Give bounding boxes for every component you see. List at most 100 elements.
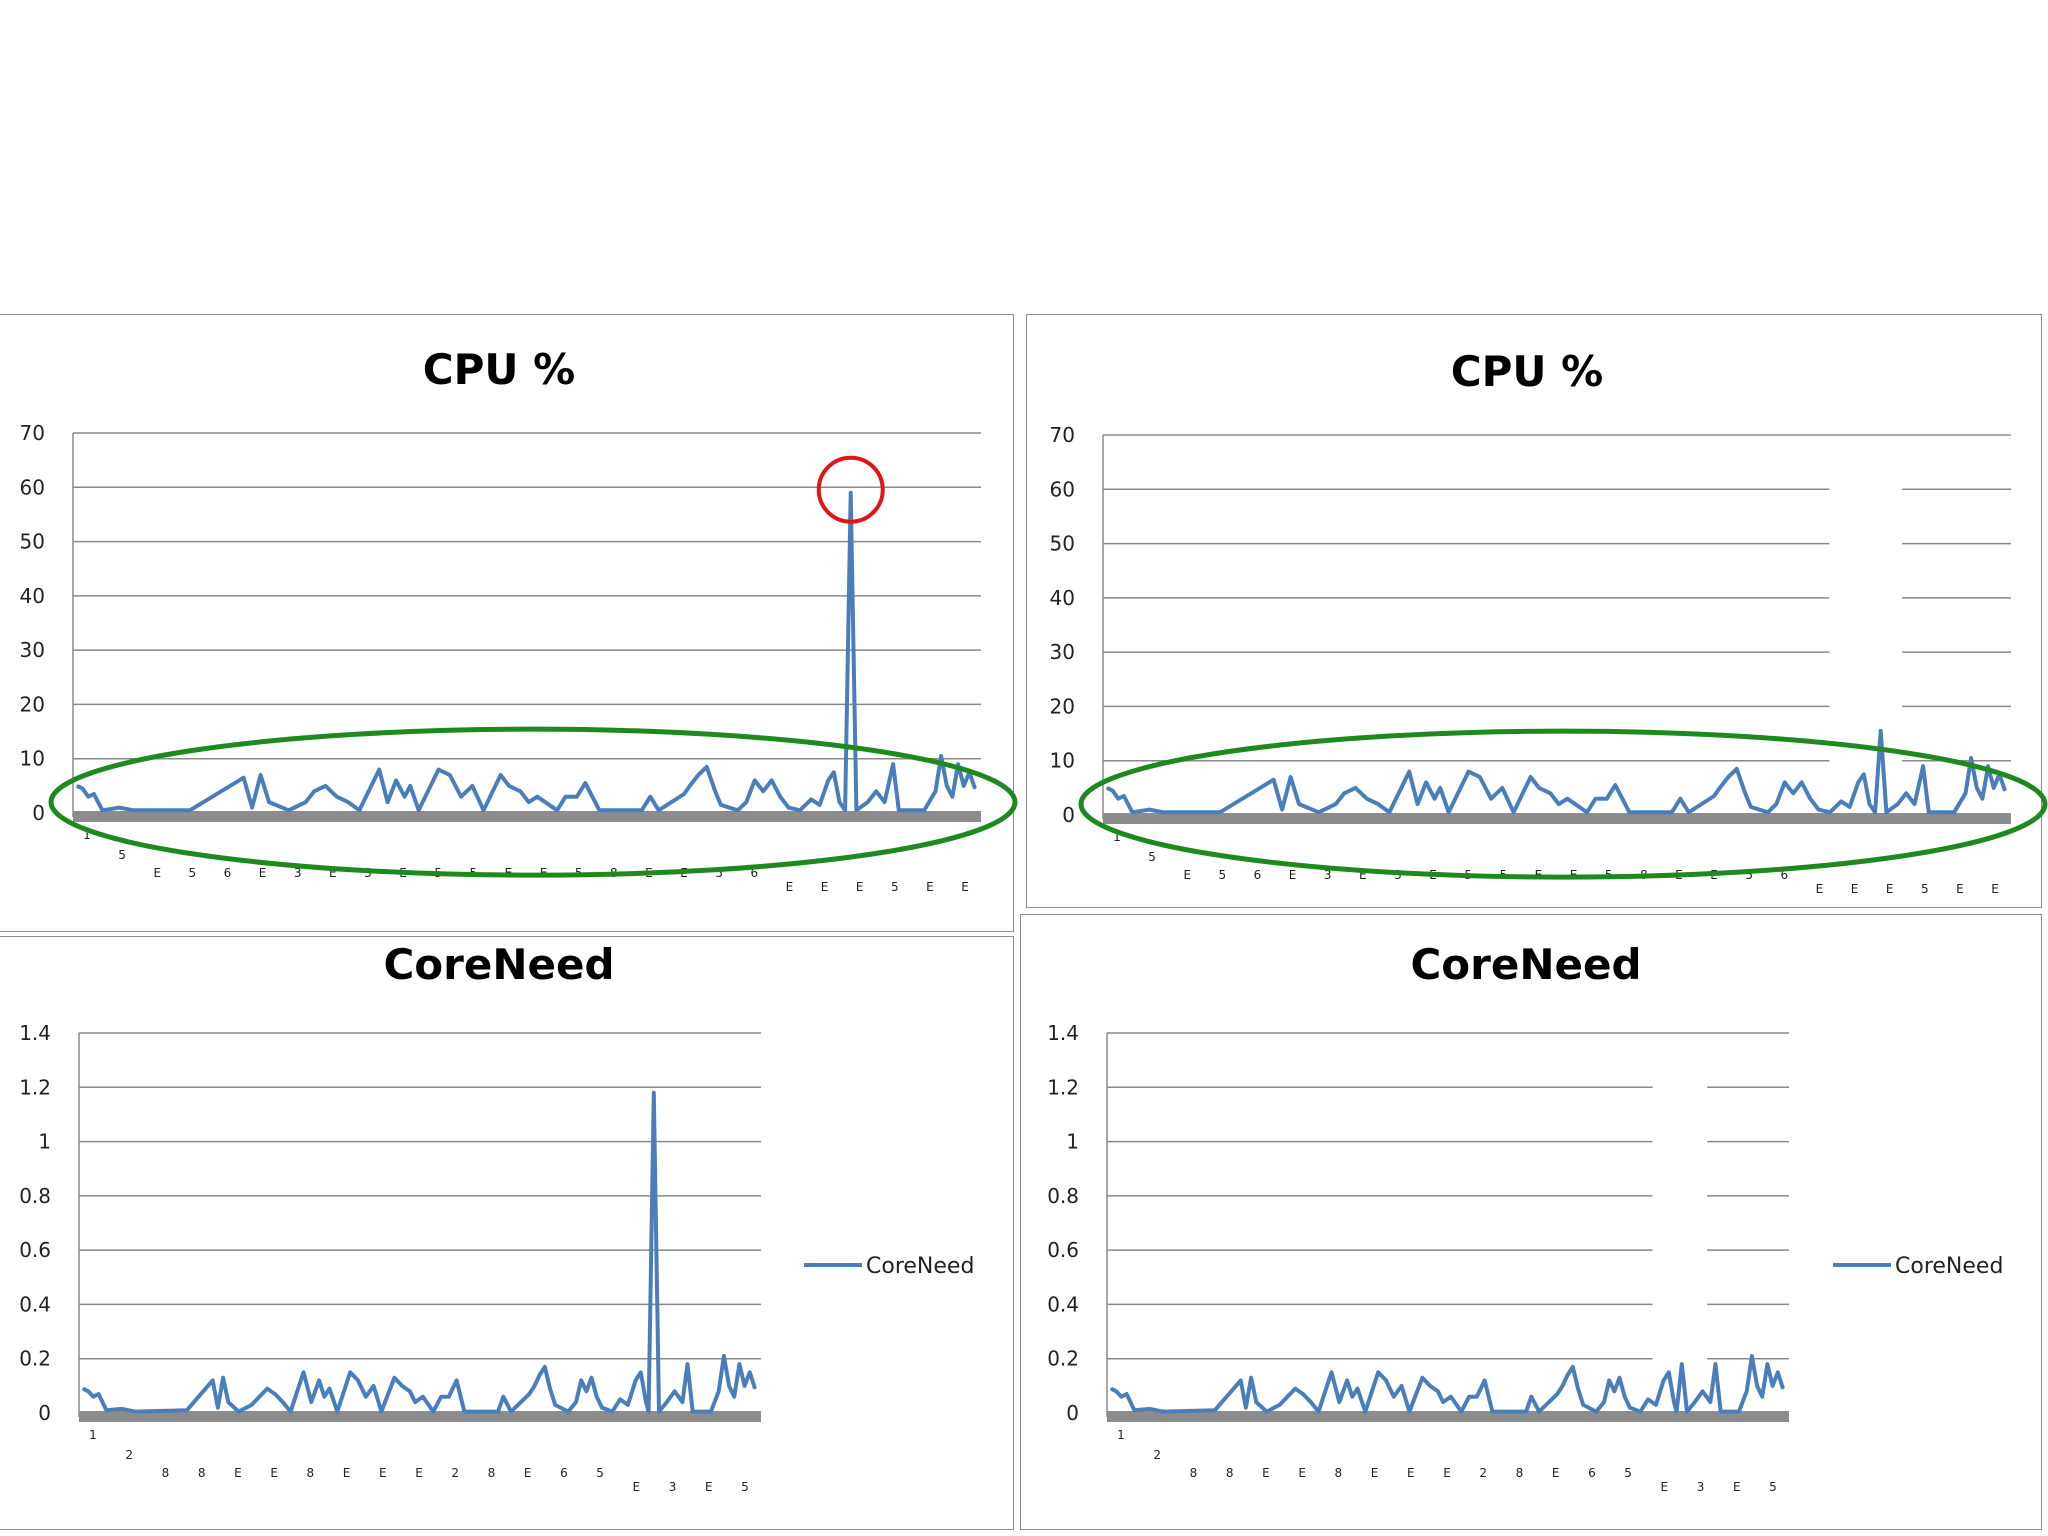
series-point — [266, 1387, 269, 1390]
series-point — [318, 1379, 320, 1382]
x-tick-label: E — [856, 880, 864, 894]
series-point — [1738, 1410, 1740, 1413]
y-tick-label: 40 — [1050, 586, 1075, 610]
series-point — [738, 1363, 741, 1365]
series-point — [1577, 1387, 1579, 1390]
series-point — [1905, 792, 1907, 795]
series-point — [584, 782, 587, 784]
series-point — [1450, 1395, 1452, 1398]
series-point — [1594, 797, 1597, 800]
series-point — [673, 1390, 676, 1393]
series-point — [1614, 784, 1617, 786]
series-point — [1970, 757, 1972, 759]
series-point — [1425, 781, 1427, 784]
x-tick-label: 6 — [1588, 1466, 1596, 1480]
x-tick-label: E — [415, 1466, 423, 1480]
series-point — [1885, 811, 1888, 814]
series-point — [533, 1385, 536, 1387]
x-tick-label: 8 — [1226, 1466, 1234, 1480]
series-point — [1125, 1393, 1128, 1395]
series-point — [1735, 768, 1738, 770]
series-point — [1408, 1410, 1411, 1413]
series-point — [403, 795, 406, 798]
series-point — [1286, 1395, 1289, 1398]
y-tick-label: 10 — [1050, 749, 1075, 773]
series-point — [1255, 1401, 1258, 1403]
x-tick-label: E — [821, 880, 829, 894]
x-tick-label: 2 — [1153, 1448, 1161, 1462]
series-point — [833, 771, 835, 774]
series-point — [723, 1355, 725, 1357]
chart-coreneed-right[interactable]: CoreNeed 0 0.2 0.4 0.6 0.8 1 1.2 1.4 1 2 8 8 E E 8 E E E 2… — [1020, 914, 2042, 1530]
series-point — [705, 766, 708, 768]
series-point — [720, 804, 722, 806]
series-point — [1694, 1401, 1696, 1403]
series-point — [634, 1379, 637, 1382]
x-tick-label: 5 — [715, 866, 723, 880]
chart-coreneed-left[interactable]: CoreNeed 0 0.2 0.4 0.6 0.8 1 1.2 1.4 1 2 8 8 E E 8 E E E 2… — [0, 936, 1014, 1530]
x-tick-label: E — [633, 1480, 641, 1494]
series-point — [251, 806, 253, 809]
y-tick-label: 70 — [1050, 423, 1075, 447]
series-point — [892, 763, 894, 765]
series-point — [1400, 1385, 1403, 1387]
series-point — [818, 804, 821, 806]
series-point — [1771, 1385, 1774, 1387]
series-point — [1868, 803, 1871, 805]
series-point — [211, 1379, 214, 1382]
y-tick-label: 30 — [20, 638, 45, 662]
series-point — [274, 1393, 276, 1395]
series-point — [508, 785, 510, 787]
series-point — [743, 1385, 746, 1387]
x-tick-label: E — [1289, 868, 1297, 882]
x-tick-label: 3 — [669, 1480, 677, 1494]
series-point — [1334, 803, 1337, 805]
series-point — [1529, 776, 1532, 778]
chart-title: CPU % — [1450, 347, 1604, 396]
series-point — [564, 795, 567, 798]
y-tick-label: 0 — [1062, 803, 1075, 827]
series-point — [595, 1395, 598, 1398]
series-point — [323, 1395, 326, 1398]
series-point — [1298, 803, 1300, 805]
series-line — [1106, 728, 2007, 815]
series-point — [1767, 811, 1769, 814]
series-point — [1675, 1410, 1678, 1413]
series-point — [499, 774, 502, 776]
x-tick-label: 8 — [1516, 1466, 1524, 1480]
series-point — [640, 1371, 642, 1374]
series-point — [580, 1379, 582, 1382]
series-point — [324, 785, 327, 787]
x-tick-label: E — [1851, 882, 1859, 896]
x-tick-label: 6 — [750, 866, 758, 880]
x-tick-label: 6 — [560, 1466, 568, 1480]
chart-cpu-right[interactable]: CPU % 0 10 20 30 40 50 60 70 1 5 E 5 6 E 3 E 3 E 5 5 E E 5 8 E E 5… — [1026, 314, 2048, 908]
series-point — [1668, 1371, 1670, 1374]
series-point — [380, 1410, 383, 1413]
series-point — [217, 1406, 219, 1409]
series-point — [1840, 800, 1842, 803]
y-tick-label: 0.4 — [1047, 1292, 1079, 1316]
series-point — [1603, 1401, 1605, 1403]
series-point — [409, 1390, 411, 1393]
series-point — [1131, 811, 1134, 814]
y-tick-label: 1.2 — [1047, 1075, 1079, 1099]
series-point — [1992, 787, 1995, 789]
series-point — [1613, 1390, 1616, 1393]
y-tick-label: 70 — [20, 421, 45, 445]
series-point — [1701, 1390, 1704, 1393]
series-point — [1408, 770, 1410, 773]
series-point — [455, 1379, 458, 1382]
series-point — [372, 1385, 375, 1387]
x-tick-label: E — [259, 866, 267, 880]
series-point — [1467, 770, 1470, 773]
chart-cpu-left[interactable]: CPU % 0 10 20 30 40 50 60 70 1 5 E 5 6 E 3 E 3 E 5 5 E E 5 8 E E 5… — [0, 314, 1018, 932]
series-point — [749, 1371, 751, 1374]
series-point — [686, 1363, 689, 1365]
y-tick-label: 0.2 — [19, 1347, 51, 1371]
series-point — [737, 809, 739, 812]
x-tick-label: 5 — [1921, 882, 1929, 896]
series-point — [401, 1385, 403, 1387]
series-point — [482, 809, 485, 812]
